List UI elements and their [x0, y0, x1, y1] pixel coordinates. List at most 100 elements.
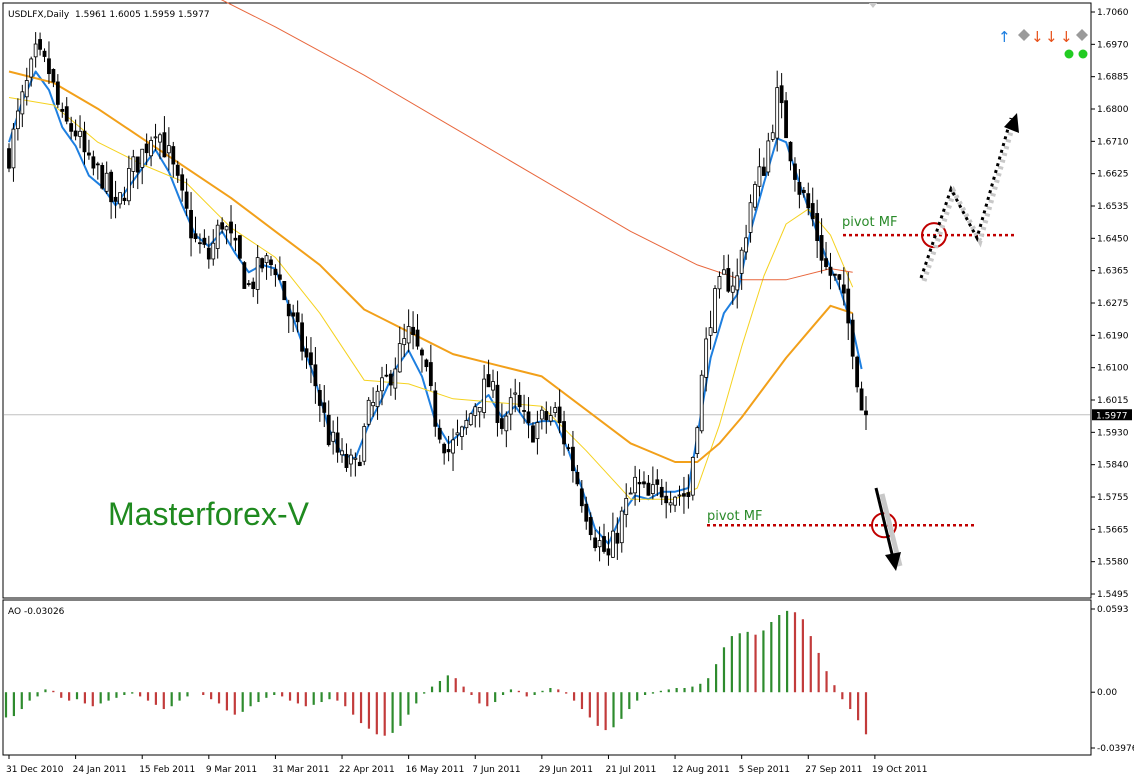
bear-candle: [335, 432, 340, 453]
bear-candle: [180, 174, 185, 191]
bear-candle: [526, 411, 531, 424]
bear-candle: [784, 100, 788, 139]
bull-candle: [140, 148, 145, 168]
bull-candle: [460, 426, 464, 437]
bull-candle: [650, 484, 655, 494]
date-tick-label: 24 Jan 2011: [73, 765, 127, 775]
bull-candle: [393, 368, 398, 389]
bear-candle: [38, 39, 42, 50]
bear-candle: [659, 486, 664, 498]
bear-candle: [655, 479, 660, 485]
bull-candle: [451, 439, 455, 454]
bear-candle: [175, 164, 180, 176]
bear-candle: [810, 203, 815, 220]
price-tick-label: 1.6710: [1097, 137, 1129, 147]
bull-candle: [166, 145, 171, 154]
bear-candle: [615, 532, 620, 544]
bear-candle: [819, 235, 824, 261]
bear-candle: [55, 81, 60, 105]
bear-candle: [51, 69, 56, 83]
bull-candle: [464, 420, 469, 429]
bullish-projection-path: [919, 117, 1013, 279]
bull-candle: [118, 192, 122, 205]
bear-candle: [135, 156, 140, 173]
bull-candle: [695, 427, 700, 454]
bull-candle: [362, 426, 367, 462]
bull-candle: [735, 275, 740, 291]
bear-candle: [437, 427, 442, 440]
bear-candle: [113, 196, 118, 202]
price-tick-label: 1.7060: [1097, 8, 1129, 18]
bull-candle: [597, 540, 602, 548]
main-price-axis: 1.7060 1.6970 1.6885 1.6800 1.6710 1.6625 1.65…: [1091, 8, 1129, 600]
arrow-down-icon: ↓: [1060, 28, 1073, 46]
ohlc-label: 1.5961 1.6005 1.5959 1.5977: [75, 10, 210, 20]
bull-candle: [766, 140, 771, 173]
bull-candle: [349, 454, 353, 465]
price-tick-label: 1.5755: [1097, 493, 1129, 503]
bear-candle: [855, 356, 860, 388]
bull-candle: [211, 242, 216, 260]
bull-candle: [215, 224, 220, 249]
bull-candle: [704, 338, 709, 378]
date-tick-label: 12 Aug 2011: [672, 765, 730, 775]
bear-candle: [291, 312, 296, 317]
bull-candle: [690, 456, 695, 496]
date-tick-label: 5 Sep 2011: [739, 765, 790, 775]
bear-candle: [60, 108, 65, 112]
bull-candle: [699, 374, 704, 432]
bear-candle: [446, 449, 451, 453]
bull-candle: [402, 338, 407, 346]
bear-candle: [357, 461, 362, 467]
bull-candle: [255, 257, 260, 290]
bear-candle: [420, 349, 424, 356]
ao-tick-label: 0.0593: [1097, 605, 1129, 615]
bear-candle: [424, 359, 429, 368]
bear-candle: [411, 326, 415, 336]
green-dot-icon: [1064, 49, 1074, 59]
bull-candle: [624, 497, 629, 516]
bull-candle: [264, 255, 269, 264]
bear-candle: [686, 492, 691, 497]
bull-candle: [366, 399, 371, 425]
bull-candle: [126, 168, 131, 202]
bear-candle: [260, 258, 265, 269]
bull-candle: [15, 110, 20, 130]
price-tick-label: 1.5930: [1097, 428, 1129, 438]
bear-candle: [575, 471, 580, 485]
bear-candle: [646, 482, 651, 496]
bull-candle: [33, 43, 38, 58]
main-pane-frame: [2, 2, 1092, 599]
price-tick-label: 1.6535: [1097, 202, 1129, 212]
bear-candle: [562, 421, 566, 445]
date-tick-label: 27 Sep 2011: [805, 765, 862, 775]
bull-candle: [11, 128, 16, 169]
bear-candle: [189, 210, 193, 239]
bear-candle: [295, 312, 300, 323]
bull-candle: [757, 166, 762, 187]
bear-candle: [304, 348, 309, 358]
bull-candle: [491, 381, 495, 391]
current-price-tag: [1092, 409, 1132, 421]
bear-candle: [309, 352, 313, 366]
bear-candle: [242, 262, 247, 289]
bear-candle: [322, 402, 327, 413]
bear-candle: [517, 394, 522, 408]
price-tick-label: 1.6450: [1097, 234, 1129, 244]
bear-candle: [642, 481, 646, 485]
bear-candle: [73, 130, 78, 137]
bullish-path-shadow: [921, 120, 1017, 282]
bull-candle: [380, 377, 384, 392]
bear-candle: [859, 388, 864, 411]
price-tick-label: 1.6275: [1097, 299, 1129, 309]
bear-candle: [42, 50, 47, 57]
bull-candle: [104, 172, 109, 192]
bear-candle: [269, 259, 273, 266]
bull-candle: [619, 510, 624, 544]
bear-candle: [184, 191, 189, 209]
bull-candle: [744, 237, 749, 253]
bear-candle: [198, 242, 202, 245]
bull-candle: [717, 276, 722, 290]
